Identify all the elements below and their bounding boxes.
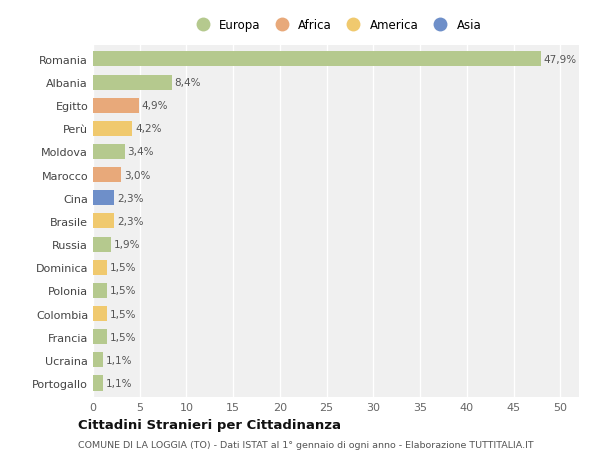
Text: 1,9%: 1,9% — [113, 240, 140, 250]
Bar — [93, 375, 103, 391]
Bar — [93, 98, 139, 113]
Bar — [93, 306, 107, 321]
Text: 1,5%: 1,5% — [110, 332, 136, 342]
Bar — [93, 122, 132, 137]
Text: Cittadini Stranieri per Cittadinanza: Cittadini Stranieri per Cittadinanza — [78, 418, 341, 431]
Text: 1,5%: 1,5% — [110, 263, 136, 273]
Bar — [93, 237, 111, 252]
Text: 4,2%: 4,2% — [135, 124, 161, 134]
Bar — [93, 52, 541, 67]
Bar — [93, 191, 115, 206]
Bar — [93, 214, 115, 229]
Text: 2,3%: 2,3% — [118, 217, 144, 226]
Bar — [93, 75, 172, 90]
Text: 1,1%: 1,1% — [106, 378, 133, 388]
Text: 1,5%: 1,5% — [110, 286, 136, 296]
Bar — [93, 260, 107, 275]
Bar — [93, 283, 107, 298]
Text: 4,9%: 4,9% — [142, 101, 168, 111]
Text: 3,0%: 3,0% — [124, 170, 150, 180]
Text: COMUNE DI LA LOGGIA (TO) - Dati ISTAT al 1° gennaio di ogni anno - Elaborazione : COMUNE DI LA LOGGIA (TO) - Dati ISTAT al… — [78, 441, 533, 449]
Text: 8,4%: 8,4% — [175, 78, 201, 88]
Text: 1,1%: 1,1% — [106, 355, 133, 365]
Bar — [93, 330, 107, 345]
Text: 47,9%: 47,9% — [544, 55, 577, 65]
Bar — [93, 353, 103, 368]
Legend: Europa, Africa, America, Asia: Europa, Africa, America, Asia — [188, 17, 484, 34]
Text: 3,4%: 3,4% — [128, 147, 154, 157]
Bar — [93, 168, 121, 183]
Bar — [93, 145, 125, 160]
Text: 2,3%: 2,3% — [118, 193, 144, 203]
Text: 1,5%: 1,5% — [110, 309, 136, 319]
